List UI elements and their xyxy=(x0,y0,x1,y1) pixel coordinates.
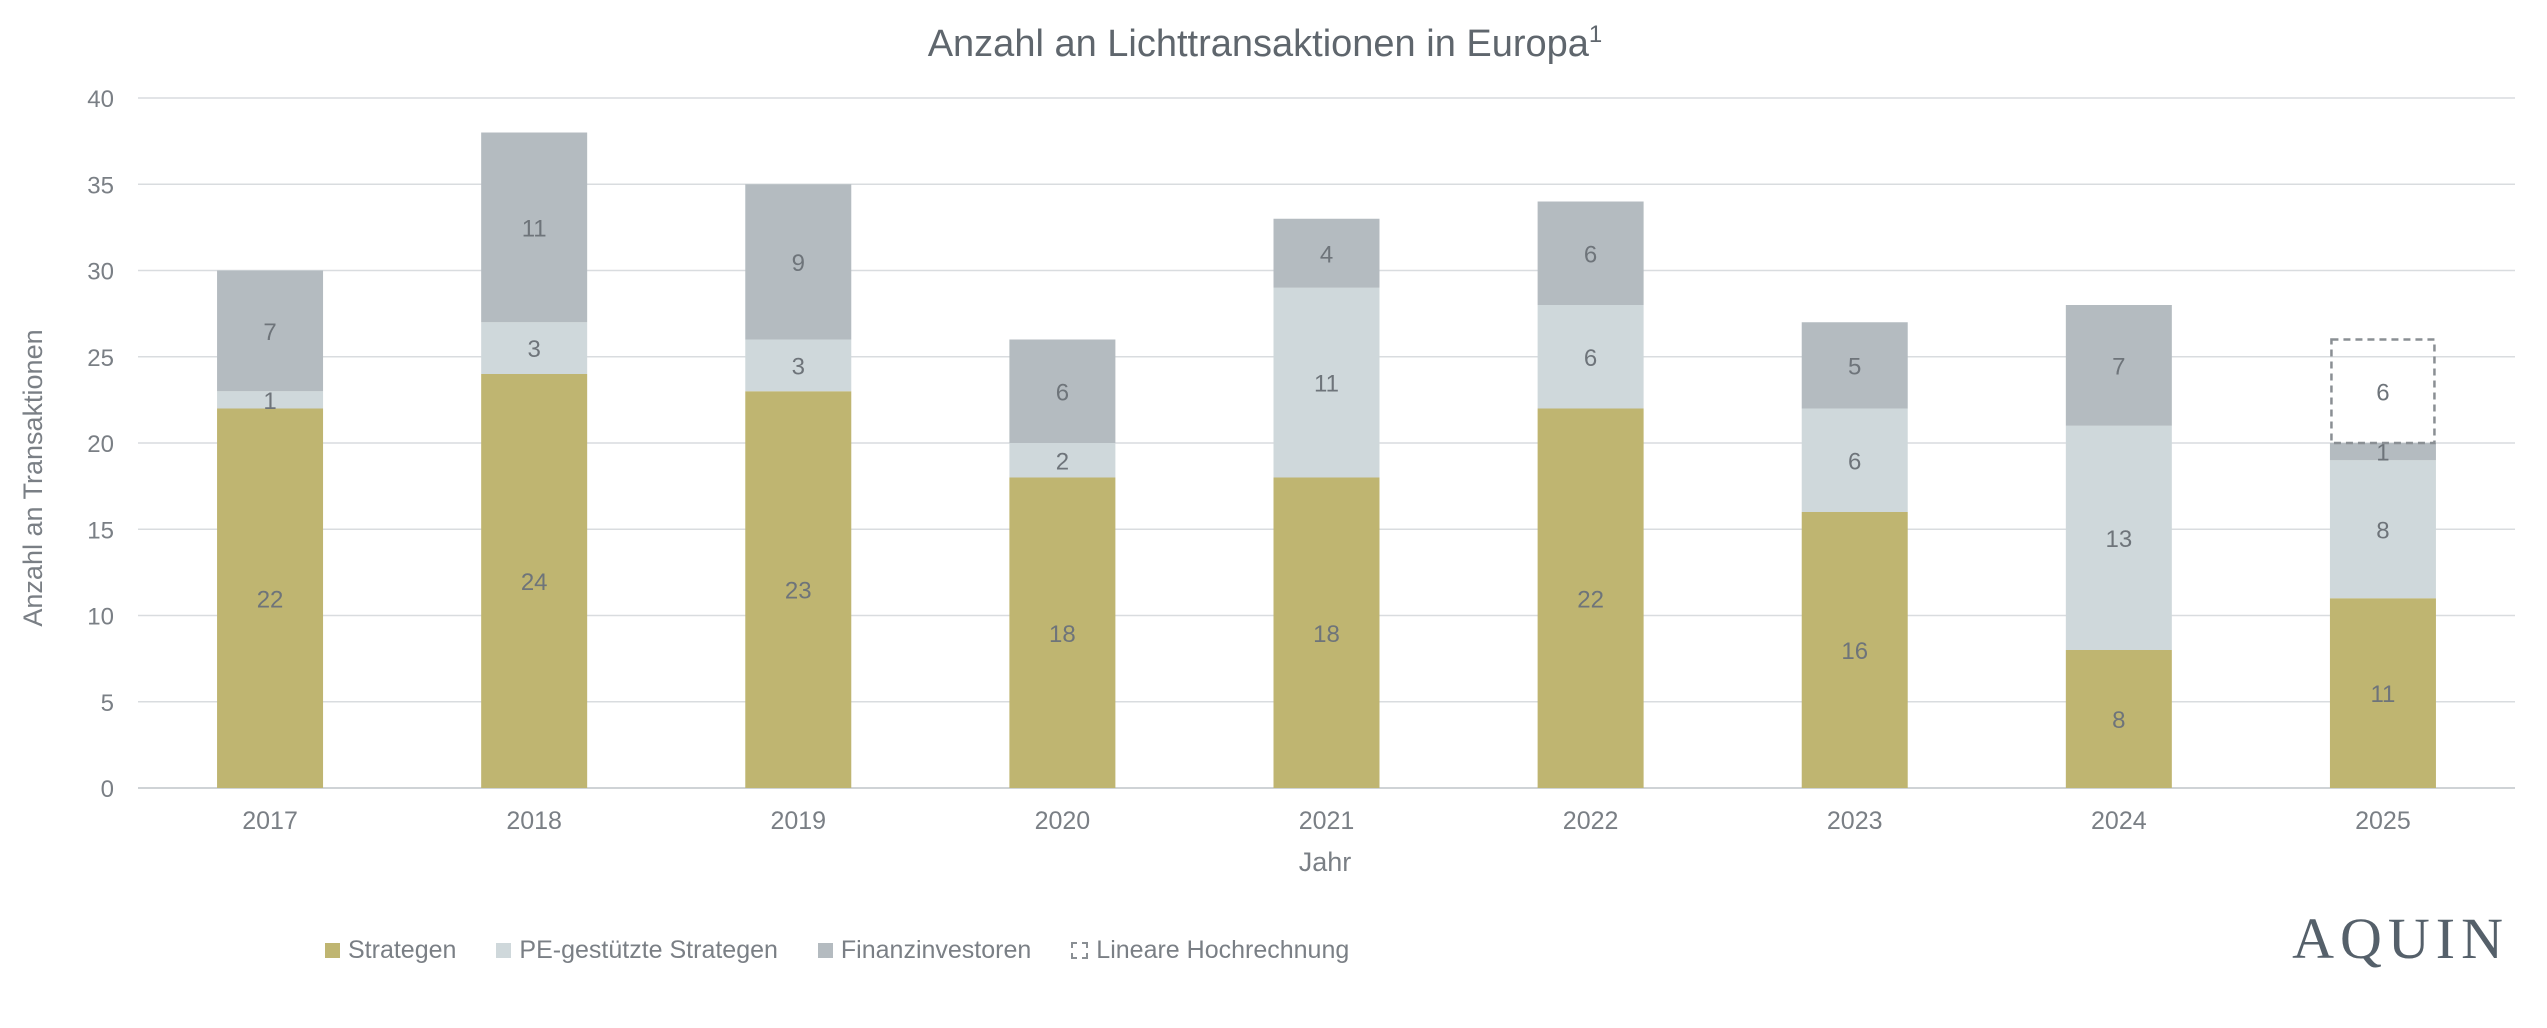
chart-title: Anzahl an Lichttransaktionen in Europa1 xyxy=(928,21,1603,65)
legend-swatch xyxy=(325,943,340,958)
bar-segment xyxy=(1273,477,1380,788)
data-label: 6 xyxy=(1056,379,1069,406)
bar-segment xyxy=(2065,425,2172,650)
data-label: 11 xyxy=(2370,681,2395,708)
bar-segment xyxy=(1537,201,1644,305)
data-label: 1 xyxy=(2376,440,2389,467)
data-label: 18 xyxy=(1049,621,1076,648)
bar-segment xyxy=(1537,305,1644,409)
data-label: 7 xyxy=(263,319,276,346)
data-label: 6 xyxy=(2376,379,2389,406)
legend-item-lineare-hochrechnung[interactable]: Lineare Hochrechnung xyxy=(1071,936,1349,965)
y-tick-label: 0 xyxy=(101,776,114,803)
x-tick-label: 2024 xyxy=(2091,807,2147,835)
bar-segment xyxy=(2329,443,2436,461)
data-label: 9 xyxy=(792,250,805,277)
bar-segment xyxy=(1273,287,1380,478)
legend-swatch xyxy=(817,943,833,958)
data-label: 5 xyxy=(1848,353,1861,380)
data-label: 8 xyxy=(2112,707,2125,734)
legend-label: Finanzinvestoren xyxy=(840,936,1032,964)
bar-segment xyxy=(745,391,852,788)
bar-segment xyxy=(745,184,852,340)
data-label: 4 xyxy=(1320,241,1333,268)
data-label: 3 xyxy=(792,353,805,380)
y-tick-label: 30 xyxy=(87,259,114,286)
bar-segment xyxy=(1009,339,1116,443)
data-label: 11 xyxy=(1314,371,1339,398)
data-label: 3 xyxy=(527,336,540,363)
brand-logo: AQUIN xyxy=(2292,906,2509,971)
x-tick-label: 2022 xyxy=(1563,807,1619,835)
bar-segment xyxy=(2329,460,2436,599)
legend: Strategen PE-gestützte Strategen Finanzi… xyxy=(325,936,1349,965)
legend-swatch-dashed xyxy=(1071,942,1089,959)
data-label: 1 xyxy=(263,388,276,415)
data-label: 6 xyxy=(1584,241,1597,268)
x-tick-label: 2023 xyxy=(1827,807,1883,835)
x-tick-label: 2018 xyxy=(506,807,562,835)
x-tick-label: 2019 xyxy=(770,807,826,835)
data-label: 22 xyxy=(1577,586,1604,613)
legend-label: Lineare Hochrechnung xyxy=(1096,936,1350,964)
data-label: 6 xyxy=(1584,345,1597,372)
y-tick-label: 35 xyxy=(87,172,114,199)
data-label: 11 xyxy=(522,215,547,242)
y-tick-label: 20 xyxy=(87,431,114,458)
data-label: 16 xyxy=(1841,638,1868,665)
y-axis-label: Anzahl an Transaktionen xyxy=(18,329,48,626)
y-tick-label: 15 xyxy=(87,517,114,544)
legend-label: PE-gestützte Strategen xyxy=(519,936,778,964)
x-tick-label: 2017 xyxy=(242,807,298,835)
x-tick-label: 2021 xyxy=(1299,807,1355,835)
data-label: 8 xyxy=(2376,517,2389,544)
bar-segment xyxy=(1273,218,1380,288)
bar-segment xyxy=(1801,512,1908,788)
bar-segment xyxy=(1009,443,1116,478)
bar-segment xyxy=(481,374,588,788)
data-label: 6 xyxy=(1848,448,1861,475)
bar-segment xyxy=(1801,322,1908,409)
y-tick-label: 10 xyxy=(87,604,114,631)
bar-segment xyxy=(1009,477,1116,788)
legend-item-strategen[interactable]: Strategen xyxy=(325,936,456,965)
x-axis-ticks: 2017 2018 2019 2020 2021 2022 2023 2024 2025 xyxy=(242,807,2411,835)
data-label: 18 xyxy=(1313,621,1340,648)
legend-label: Strategen xyxy=(348,936,457,964)
data-label: 23 xyxy=(785,578,812,605)
bar-segment xyxy=(745,339,852,392)
legend-swatch xyxy=(496,943,512,958)
x-tick-label: 2020 xyxy=(1035,807,1091,835)
bar-segment xyxy=(481,322,588,374)
chart-title-superscript: 1 xyxy=(1589,21,1602,48)
bar-segment xyxy=(2065,650,2172,788)
data-label: 22 xyxy=(257,586,284,613)
x-axis-label: Jahr xyxy=(1299,847,1352,877)
y-tick-label: 40 xyxy=(87,86,114,113)
bar-segment xyxy=(481,132,588,323)
bar-segment xyxy=(2330,338,2436,445)
bar-segment xyxy=(217,391,324,409)
bar-segment xyxy=(1537,408,1644,788)
data-label: 13 xyxy=(2105,526,2132,553)
x-tick-label: 2025 xyxy=(2355,807,2411,835)
y-tick-label: 5 xyxy=(101,690,114,717)
bar-segment xyxy=(2065,305,2172,426)
bar-segment xyxy=(2329,598,2436,788)
legend-item-pe-gestuetzte-strategen[interactable]: PE-gestützte Strategen xyxy=(496,936,778,965)
bar-segment xyxy=(217,408,324,788)
legend-item-finanzinvestoren[interactable]: Finanzinvestoren xyxy=(817,936,1032,965)
bar-segment xyxy=(1801,408,1908,512)
bar-segment xyxy=(217,270,324,392)
y-axis-ticks: 0 5 10 15 20 25 30 35 40 xyxy=(87,86,114,803)
data-label: 2 xyxy=(1056,448,1069,475)
data-label: 7 xyxy=(2112,353,2125,380)
y-tick-label: 25 xyxy=(87,345,114,372)
data-label: 24 xyxy=(521,569,548,596)
